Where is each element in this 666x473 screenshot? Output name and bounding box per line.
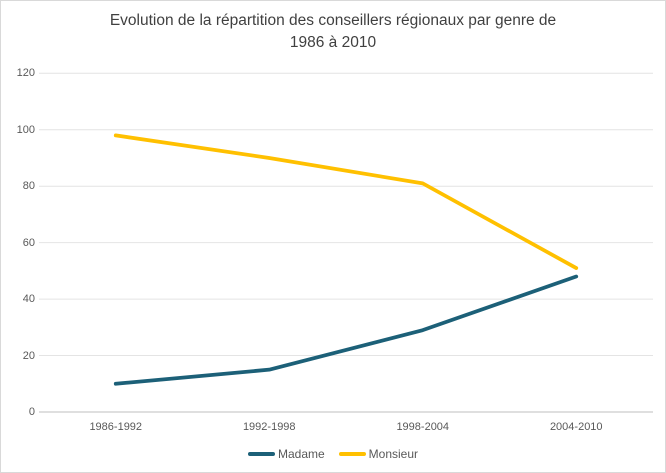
chart-title: Evolution de la répartition des conseill… xyxy=(1,10,665,54)
series-line-monsieur xyxy=(113,133,579,270)
legend: Madame Monsieur xyxy=(1,447,665,461)
legend-swatch-madame-line-icon xyxy=(247,452,275,456)
legend-item-monsieur: Monsieur xyxy=(338,447,419,461)
y-axis-tick-label: 100 xyxy=(16,123,35,136)
y-axis-tick-label: 60 xyxy=(22,236,35,249)
y-axis-tick-label: 20 xyxy=(22,349,35,362)
y-axis-tick-label: 0 xyxy=(28,406,35,418)
legend-label-monsieur: Monsieur xyxy=(368,447,419,461)
x-axis-category-label: 1992-1998 xyxy=(242,421,296,433)
y-axis-tick-label: 80 xyxy=(22,180,35,193)
legend-swatch-monsieur-line-icon xyxy=(338,452,366,456)
x-axis-category-label: 1998-2004 xyxy=(396,421,450,433)
legend-label-madame: Madame xyxy=(277,447,325,461)
x-axis-category-label: 2004-2010 xyxy=(549,421,603,433)
series-line-madame xyxy=(113,274,579,386)
y-axis-tick-label: 120 xyxy=(16,67,35,80)
chart-title-line-2: 1986 à 2010 xyxy=(289,34,377,51)
x-axis-category-label: 1986-1992 xyxy=(89,421,143,433)
chart-title-line-1: Evolution de la répartition des conseill… xyxy=(109,12,557,29)
legend-item-madame: Madame xyxy=(247,447,325,461)
y-axis-tick-label: 40 xyxy=(22,293,35,306)
